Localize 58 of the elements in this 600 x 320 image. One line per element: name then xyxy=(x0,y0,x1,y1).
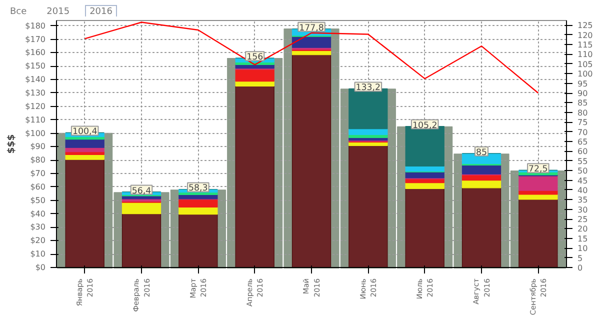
y2-tick-label: 95 xyxy=(578,79,588,88)
total-label: 85 xyxy=(476,148,488,158)
y2-tick-label: 120 xyxy=(578,30,593,40)
y-tick-label: $170 xyxy=(25,34,46,44)
y-tick-label: $90 xyxy=(30,142,46,152)
y-tick-label: $160 xyxy=(25,48,46,58)
y-tick-label: $0 xyxy=(35,263,46,272)
y2-tick-label: 5 xyxy=(578,254,583,263)
total-label: 58,3 xyxy=(188,184,208,194)
y-tick-label: $50 xyxy=(30,196,46,205)
text: 2016 xyxy=(84,5,118,20)
y-tick-label: $30 xyxy=(30,222,46,232)
y2-tick-label: 105 xyxy=(578,60,593,69)
y-tick-label: $70 xyxy=(30,169,46,178)
y2-tick-label: 60 xyxy=(578,147,588,156)
y2-tick-label: 40 xyxy=(578,186,588,195)
total-label: 56,4 xyxy=(132,186,152,196)
y-tick-label: $100 xyxy=(25,128,46,138)
y2-tick-label: 100 xyxy=(578,70,593,79)
total-label: 156 xyxy=(246,52,264,63)
y-tick-label: $140 xyxy=(25,75,46,84)
y2-tick-label: 90 xyxy=(578,89,588,98)
y-tick-label: $60 xyxy=(30,182,46,192)
y2-tick-label: 70 xyxy=(578,128,588,137)
y2-tick-label: 80 xyxy=(578,108,588,118)
y-tick-label: $130 xyxy=(25,88,46,98)
y-tick-label: $10 xyxy=(30,250,46,259)
y2-tick-label: 65 xyxy=(578,137,588,146)
y-tick-label: $20 xyxy=(30,236,46,246)
y2-tick-label: 10 xyxy=(578,244,588,254)
y-tick-label: $80 xyxy=(30,156,46,165)
total-label: 100,4 xyxy=(72,127,98,138)
y2-tick-label: 20 xyxy=(578,224,588,234)
total-label: 177,8 xyxy=(299,23,324,34)
y2-tick-label: 115 xyxy=(578,40,593,50)
total-label: 105,2 xyxy=(412,120,438,131)
total-label: 133,2 xyxy=(356,83,381,94)
y-tick-label: $150 xyxy=(25,62,46,71)
text: Все xyxy=(9,6,28,19)
y2-tick-label: 35 xyxy=(578,196,588,205)
y2-tick-label: 85 xyxy=(578,98,588,108)
y2-tick-label: 25 xyxy=(578,215,588,224)
y2-tick-label: 0 xyxy=(578,264,583,272)
total-label: 72,5 xyxy=(528,164,548,175)
y2-tick-label: 50 xyxy=(578,166,588,176)
y-axis-title: $$$ xyxy=(6,134,18,154)
y2-tick-label: 15 xyxy=(578,234,588,244)
y-tick-label: $120 xyxy=(25,102,46,111)
y-tick-label: $180 xyxy=(25,21,46,30)
y2-tick-label: 125 xyxy=(578,21,593,30)
y2-tick-label: 55 xyxy=(578,156,588,166)
y-tick-label: $40 xyxy=(30,209,46,218)
text: 2015 xyxy=(46,6,71,19)
y2-tick-label: 30 xyxy=(578,205,588,214)
y-tick-label: $110 xyxy=(25,115,46,124)
y2-tick-label: 45 xyxy=(578,176,588,186)
y2-tick-label: 110 xyxy=(578,50,593,60)
y2-tick-label: 75 xyxy=(578,118,588,128)
